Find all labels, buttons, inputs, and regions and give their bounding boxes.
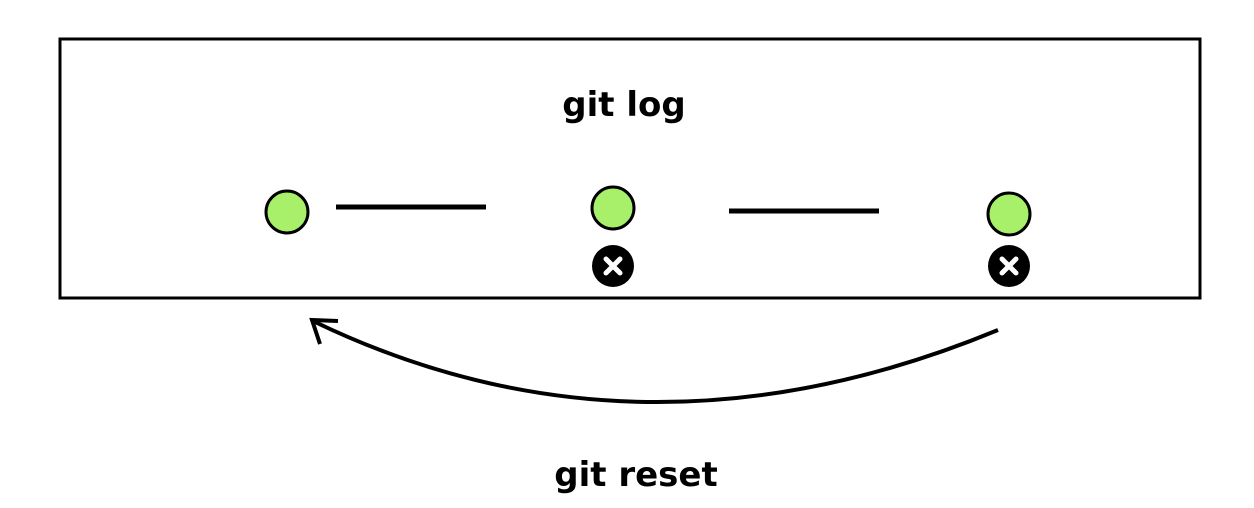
action-label: git reset: [554, 455, 717, 495]
commit-node: [264, 189, 310, 235]
reset-arrow: [314, 320, 999, 405]
commit-node: [986, 191, 1032, 237]
close-circle-icon: [988, 245, 1030, 287]
commits: [264, 185, 1032, 287]
panel-title: git log: [562, 85, 685, 125]
commit-node: [590, 185, 636, 231]
reset-arrow-head: [309, 317, 339, 345]
close-circle-icon: [592, 245, 634, 287]
